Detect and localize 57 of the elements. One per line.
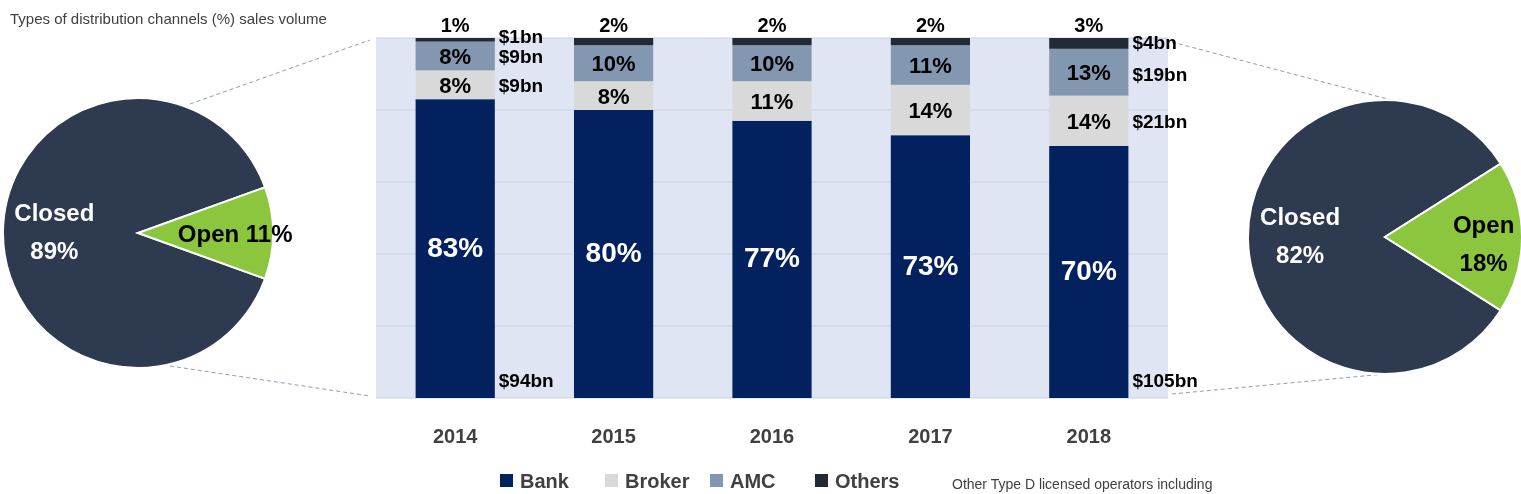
annotation: $9bn bbox=[498, 46, 544, 67]
data-label: 2% bbox=[757, 14, 787, 36]
slice-label: Open bbox=[1452, 211, 1515, 238]
annotation: $94bn bbox=[498, 370, 554, 391]
slice-label: Closed bbox=[1260, 203, 1341, 230]
data-label: 10% bbox=[591, 51, 636, 77]
data-label: 8% bbox=[439, 72, 472, 98]
bar bbox=[415, 99, 495, 398]
slice-label: Open bbox=[177, 220, 240, 247]
bar bbox=[574, 38, 654, 46]
data-label: 70% bbox=[1060, 255, 1117, 286]
data-label: 73% bbox=[902, 249, 959, 281]
data-label: 82% bbox=[1276, 241, 1325, 268]
annotation: $1bn bbox=[498, 26, 544, 48]
legend-label: AMC bbox=[730, 470, 776, 492]
x-tick-label: 2015 bbox=[591, 425, 636, 447]
data-label: 14% bbox=[1066, 108, 1111, 134]
data-label: 11% bbox=[750, 89, 794, 114]
x-tick-label: 2016 bbox=[749, 425, 795, 447]
data-label: 2% bbox=[915, 14, 946, 36]
data-label: 18% bbox=[1459, 249, 1508, 276]
data-label: 8% bbox=[597, 83, 630, 109]
bar bbox=[890, 135, 970, 398]
bar bbox=[890, 38, 970, 46]
bar bbox=[574, 110, 654, 398]
bar bbox=[732, 38, 812, 46]
legend-label: Broker bbox=[625, 470, 690, 492]
text: Other Type D licensed operators including bbox=[952, 476, 1213, 492]
data-label: 13% bbox=[1066, 60, 1111, 86]
bar bbox=[732, 81, 812, 121]
annotation: $105bn bbox=[1132, 370, 1198, 391]
data-label: 8% bbox=[439, 44, 472, 69]
annotation: $21bn bbox=[1132, 110, 1188, 132]
annotation: $4bn bbox=[1132, 31, 1177, 53]
data-label: 83% bbox=[427, 231, 484, 263]
text: Types of distribution channels (%) sales volume bbox=[10, 10, 327, 27]
slice-label: Closed bbox=[14, 199, 95, 226]
data-label: 77% bbox=[743, 242, 801, 274]
data-label: 11% bbox=[908, 53, 952, 78]
bar bbox=[732, 120, 812, 398]
data-label: 3% bbox=[1074, 14, 1104, 36]
legend-label: Bank bbox=[520, 470, 570, 492]
data-label: 89% bbox=[30, 237, 79, 264]
x-tick-label: 2014 bbox=[432, 425, 479, 447]
data-label: 10% bbox=[749, 51, 795, 77]
bar bbox=[1049, 146, 1129, 398]
data-label: 14% bbox=[908, 98, 953, 123]
annotation: $9bn bbox=[498, 74, 544, 96]
data-label: 2% bbox=[599, 14, 629, 36]
bar bbox=[415, 38, 495, 42]
data-label: 1% bbox=[440, 14, 470, 36]
x-tick-label: 2018 bbox=[1066, 425, 1112, 447]
data-label: 80% bbox=[585, 237, 642, 268]
legend-label: Others bbox=[835, 470, 900, 492]
x-tick-label: 2017 bbox=[908, 425, 953, 447]
annotation: $19bn bbox=[1132, 64, 1188, 85]
bar bbox=[1049, 38, 1129, 49]
